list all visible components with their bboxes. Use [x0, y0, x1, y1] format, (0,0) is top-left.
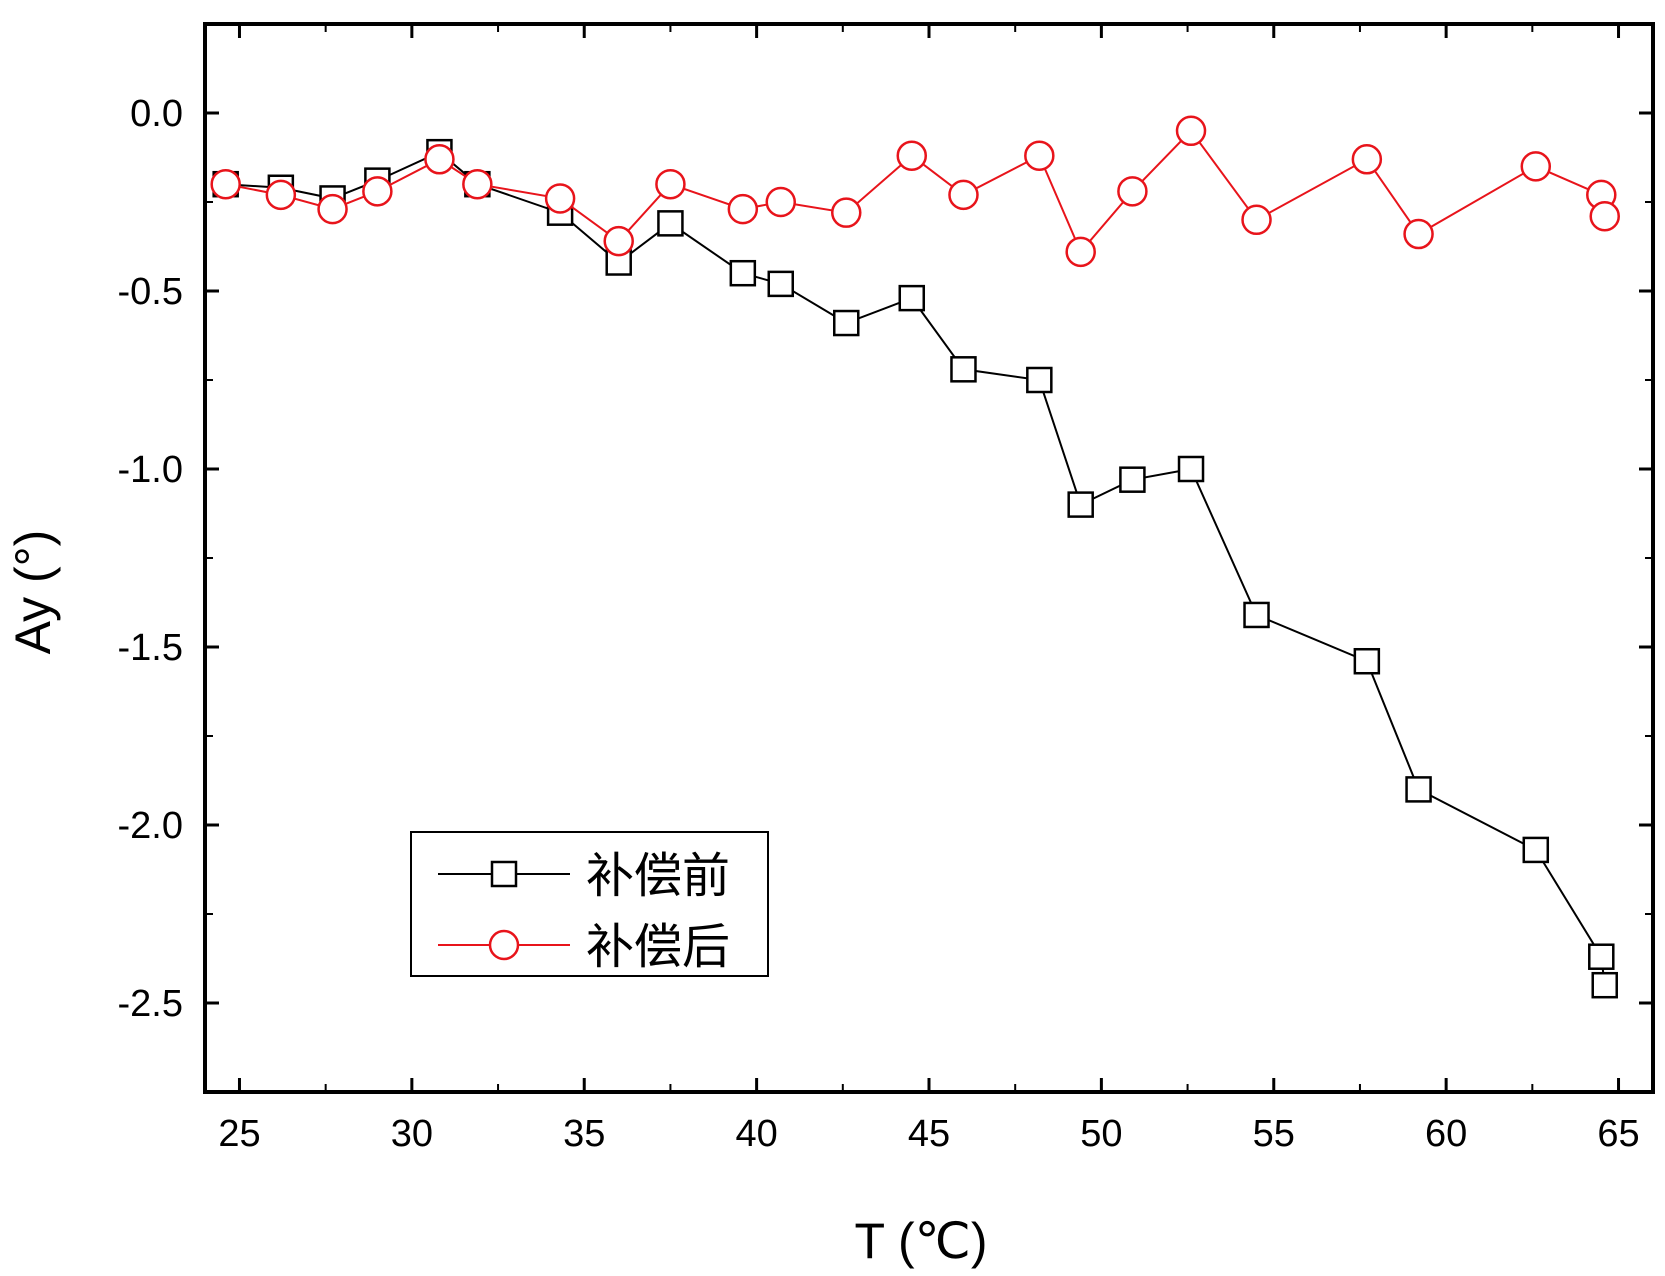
series-1-point-10 [765, 186, 797, 218]
series-0-point-9 [729, 259, 757, 287]
series-1-point-2 [317, 193, 348, 225]
x-tick-label-1: 30 [391, 1113, 433, 1155]
series-0-point-11 [833, 309, 860, 337]
series-0-point-19 [1353, 647, 1381, 675]
y-tick-label-4: -2.0 [118, 805, 183, 847]
legend-label-0: 补偿前 [586, 848, 730, 904]
series-1-point-0 [210, 168, 241, 200]
series-1-point-5 [462, 168, 493, 200]
x-tick-label-6: 55 [1253, 1113, 1295, 1155]
series-1-point-18 [1241, 204, 1272, 236]
series-0-point-18 [1243, 601, 1270, 629]
series-1-point-21 [1520, 151, 1552, 182]
series-0-point-14 [1026, 366, 1053, 394]
y-tick-label-2: -1.0 [118, 449, 183, 491]
x-tick-label-2: 35 [563, 1113, 605, 1155]
series-1-point-9 [727, 193, 759, 225]
series-0-point-20 [1405, 776, 1432, 803]
legend-marker-0 [490, 860, 518, 888]
x-tick-label-0: 25 [218, 1113, 260, 1155]
series-0-point-7 [605, 249, 632, 276]
series-1-point-3 [362, 176, 393, 207]
x-tick-label-4: 45 [908, 1113, 950, 1155]
series-1-point-14 [1024, 140, 1055, 171]
series-0-point-12 [898, 284, 926, 312]
series-0-point-15 [1067, 491, 1094, 518]
series-layer [210, 115, 1620, 999]
series-0-point-21 [1522, 836, 1550, 864]
series-1-point-4 [424, 144, 455, 175]
series-1-point-6 [544, 183, 576, 214]
series-1-point-7 [603, 225, 634, 257]
series-1-point-11 [831, 197, 862, 228]
series-1-point-8 [655, 168, 686, 200]
x-tick-label-3: 40 [735, 1113, 777, 1155]
legend-label-1: 补偿后 [586, 919, 730, 975]
series-0-point-16 [1119, 466, 1146, 493]
series-1-point-13 [948, 179, 979, 211]
series-1-point-1 [265, 179, 297, 211]
y-tick-label-3: -1.5 [118, 627, 183, 669]
series-0-point-13 [950, 356, 977, 383]
series-0-point-23 [1591, 971, 1618, 999]
y-axis-title: Ay (°) [5, 530, 61, 655]
legend-marker-1 [488, 929, 520, 961]
series-1-point-23 [1589, 200, 1620, 232]
series-0-point-22 [1588, 943, 1615, 970]
y-axis: 0.0 -0.5 -1.0 -1.5 -2.0 -2.5 [118, 23, 1653, 1093]
x-tick-label-7: 60 [1425, 1113, 1467, 1155]
y-tick-label-0: 0.0 [130, 93, 183, 135]
series-0-point-10 [767, 270, 795, 298]
series-1-point-15 [1065, 236, 1096, 268]
series-1-point-17 [1175, 115, 1207, 147]
x-tick-label-5: 50 [1080, 1113, 1122, 1155]
y-tick-label-5: -2.5 [118, 983, 183, 1025]
x-axis: 25 30 35 40 45 50 55 60 65 [218, 24, 1640, 1155]
y-tick-label-1: -0.5 [118, 271, 183, 313]
legend: 补偿前 补偿后 [410, 831, 769, 977]
series-1-point-12 [896, 140, 928, 171]
x-tick-label-8: 65 [1597, 1113, 1639, 1155]
x-axis-title: T (℃) [855, 1213, 988, 1269]
series-1-point-16 [1117, 176, 1148, 207]
series-1-point-19 [1351, 144, 1383, 175]
series-1-point-20 [1403, 218, 1434, 250]
series-0-point-8 [657, 210, 684, 237]
legend-box [410, 831, 769, 977]
series-0-point-17 [1177, 455, 1205, 483]
